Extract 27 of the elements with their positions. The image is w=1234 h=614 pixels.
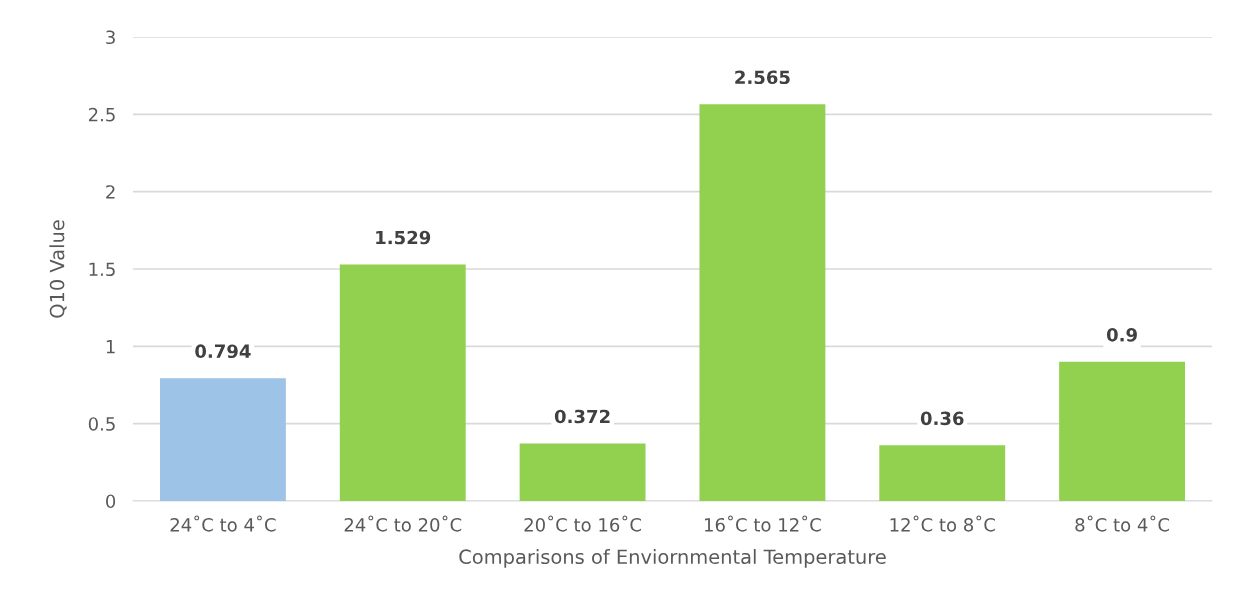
y-tick-label: 3 <box>106 30 115 45</box>
data-label: 0.372 <box>554 409 610 424</box>
bar <box>159 378 286 501</box>
bar <box>1059 361 1186 501</box>
data-label: 0.9 <box>1106 327 1137 342</box>
x-axis-title: Comparisons of Enviornmental Temperature <box>459 549 886 568</box>
x-tick-label: 16˚C to 12˚C <box>704 515 821 532</box>
data-label: 1.529 <box>376 230 431 245</box>
x-tick-label: 20˚C to 16˚C <box>524 515 642 532</box>
data-label: 2.565 <box>735 70 790 85</box>
bar <box>699 104 826 501</box>
x-tick-label: 12˚C to 8˚C <box>890 515 995 532</box>
x-tick-label: 24˚C to 20˚C <box>344 515 462 532</box>
bar <box>519 443 646 501</box>
bar <box>879 445 1006 501</box>
x-tick-label: 24˚C to 4˚C <box>170 515 276 532</box>
data-label: 0.36 <box>920 411 964 426</box>
y-tick-label: 1 <box>106 340 115 354</box>
y-tick-label: 1.5 <box>89 262 115 277</box>
bar <box>339 264 466 501</box>
y-tick-label: 2 <box>106 185 115 199</box>
y-axis-title: Q10 Value <box>49 220 67 318</box>
y-tick-label: 2.5 <box>88 107 115 122</box>
x-tick-label: 8˚C to 4˚C <box>1075 515 1170 532</box>
y-tick-label: 0.5 <box>88 417 115 431</box>
y-tick-label: 0 <box>106 494 116 509</box>
data-label: 0.794 <box>195 344 251 359</box>
